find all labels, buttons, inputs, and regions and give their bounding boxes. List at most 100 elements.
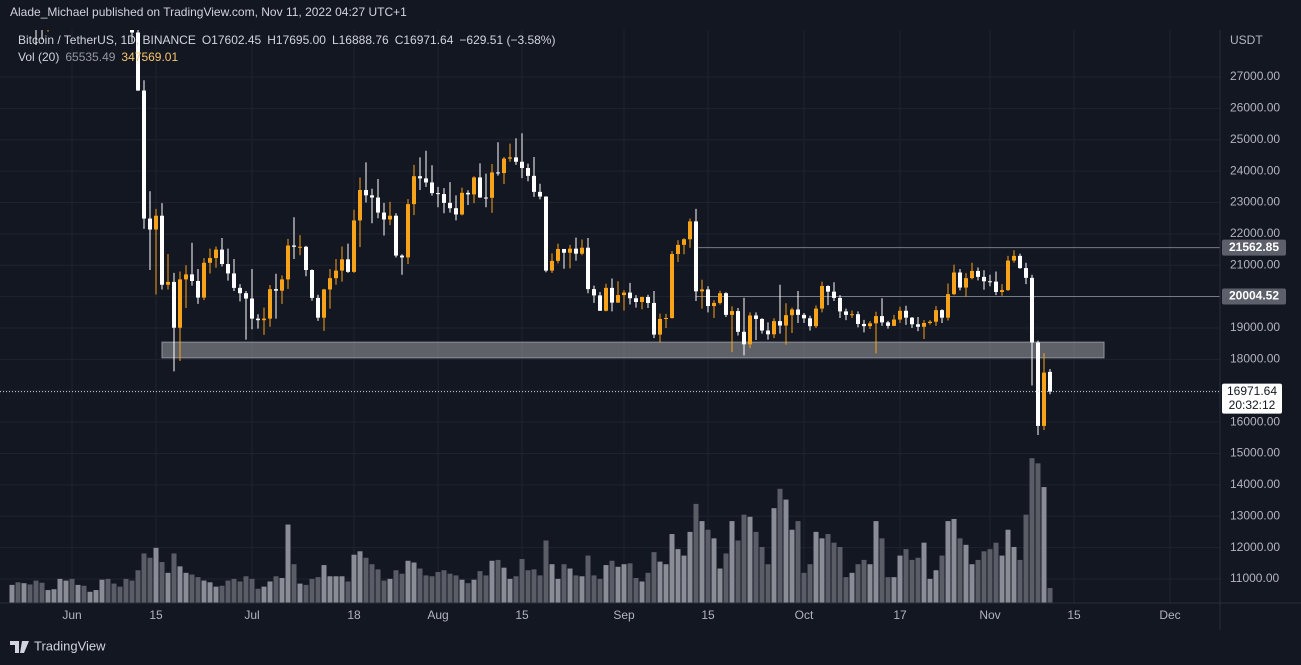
- volume-bar: [921, 542, 927, 603]
- volume-bar: [111, 583, 117, 603]
- volume-bar: [213, 586, 219, 603]
- volume-bar: [465, 583, 471, 603]
- logo-icon: [10, 641, 29, 653]
- volume-bar: [711, 538, 717, 603]
- volume-bar: [1023, 514, 1029, 603]
- candle-body: [490, 172, 494, 198]
- volume-bar: [165, 572, 171, 603]
- candle-body: [694, 221, 698, 292]
- candle-body: [790, 309, 794, 316]
- volume-bar: [819, 538, 825, 603]
- volume-bar: [459, 579, 465, 603]
- candle-body: [268, 289, 272, 319]
- candle-body: [544, 196, 548, 271]
- candle-body: [298, 246, 302, 248]
- volume-bar: [153, 547, 159, 603]
- candle-body: [778, 321, 782, 326]
- candle-body: [772, 321, 776, 335]
- volume-bar: [267, 581, 273, 603]
- candle-body: [358, 189, 362, 221]
- volume-bar: [753, 531, 759, 603]
- volume-bar: [987, 549, 993, 603]
- volume-bar: [489, 560, 495, 603]
- volume-bar: [1005, 529, 1011, 603]
- candle-body: [736, 311, 740, 332]
- volume-bar: [63, 580, 69, 603]
- y-tick-label: 16000.00: [1230, 414, 1280, 428]
- volume-bar: [141, 553, 147, 603]
- volume-bar: [243, 576, 249, 603]
- y-tick-label: 23000.00: [1230, 195, 1280, 209]
- volume-bar: [621, 564, 627, 603]
- volume-bar: [813, 531, 819, 603]
- volume-bar: [969, 564, 975, 603]
- volume-bar: [501, 567, 507, 603]
- volume-bar: [957, 538, 963, 603]
- candle-body: [202, 262, 206, 298]
- candle-body: [886, 322, 890, 326]
- candle-body: [214, 249, 218, 259]
- candle-body: [766, 330, 770, 335]
- candle-body: [472, 177, 476, 195]
- y-tick-label: 25000.00: [1230, 132, 1280, 146]
- volume-bar: [315, 577, 321, 603]
- volume-bar: [219, 585, 225, 603]
- volume-bar: [183, 572, 189, 603]
- candle-body: [718, 293, 722, 303]
- volume-bar: [849, 572, 855, 603]
- candle-body: [442, 194, 446, 203]
- volume-bar: [135, 570, 141, 603]
- volume-bar: [909, 559, 915, 603]
- candle-body: [154, 215, 158, 230]
- candle-body: [838, 297, 842, 312]
- volume-bar: [741, 514, 747, 603]
- candle-body: [280, 279, 284, 291]
- volume-bar: [255, 588, 261, 603]
- volume-bar: [963, 544, 969, 603]
- candle-body: [880, 316, 884, 323]
- volume-bar: [975, 559, 981, 603]
- x-tick-label: Oct: [795, 608, 814, 622]
- volume-bar: [885, 577, 891, 603]
- volume-bar: [387, 578, 393, 603]
- candle-body: [340, 259, 344, 271]
- volume-bar: [531, 569, 537, 603]
- y-tick-label: 18000.00: [1230, 352, 1280, 366]
- volume-bar: [735, 540, 741, 603]
- candle-body: [196, 280, 200, 298]
- candle-body: [604, 287, 608, 311]
- candle-body: [958, 272, 962, 288]
- volume-bar: [189, 574, 195, 603]
- volume-bar: [15, 582, 21, 603]
- candle-body: [712, 302, 716, 307]
- volume-bar: [75, 584, 81, 603]
- volume-bar: [129, 580, 135, 603]
- volume-bar: [207, 582, 213, 603]
- plot-area: [0, 30, 1220, 603]
- volume-bar: [201, 580, 207, 603]
- candle-body: [208, 258, 212, 263]
- current-price-label: 16971.64: [1227, 384, 1277, 398]
- close: C16971.64: [395, 33, 454, 47]
- volume-bar: [357, 551, 363, 603]
- candle-body: [946, 294, 950, 318]
- volume-bar: [483, 575, 489, 603]
- candle-body: [982, 276, 986, 282]
- volume-bar: [855, 564, 861, 603]
- candle-body: [190, 274, 194, 281]
- candle-body: [610, 287, 614, 303]
- volume-bar: [705, 529, 711, 603]
- high: H17695.00: [267, 33, 326, 47]
- candle-body: [922, 323, 926, 327]
- candle-body: [574, 248, 578, 254]
- volume-bar: [801, 572, 807, 603]
- candle-body: [166, 281, 170, 285]
- candle-body: [640, 296, 644, 302]
- volume-bar: [789, 529, 795, 603]
- volume-bar: [45, 590, 51, 603]
- volume-bar: [81, 585, 87, 603]
- candle-body: [988, 281, 992, 283]
- volume-ma: 65535.49: [65, 50, 115, 64]
- candle-body: [532, 175, 536, 192]
- volume-bar: [933, 570, 939, 603]
